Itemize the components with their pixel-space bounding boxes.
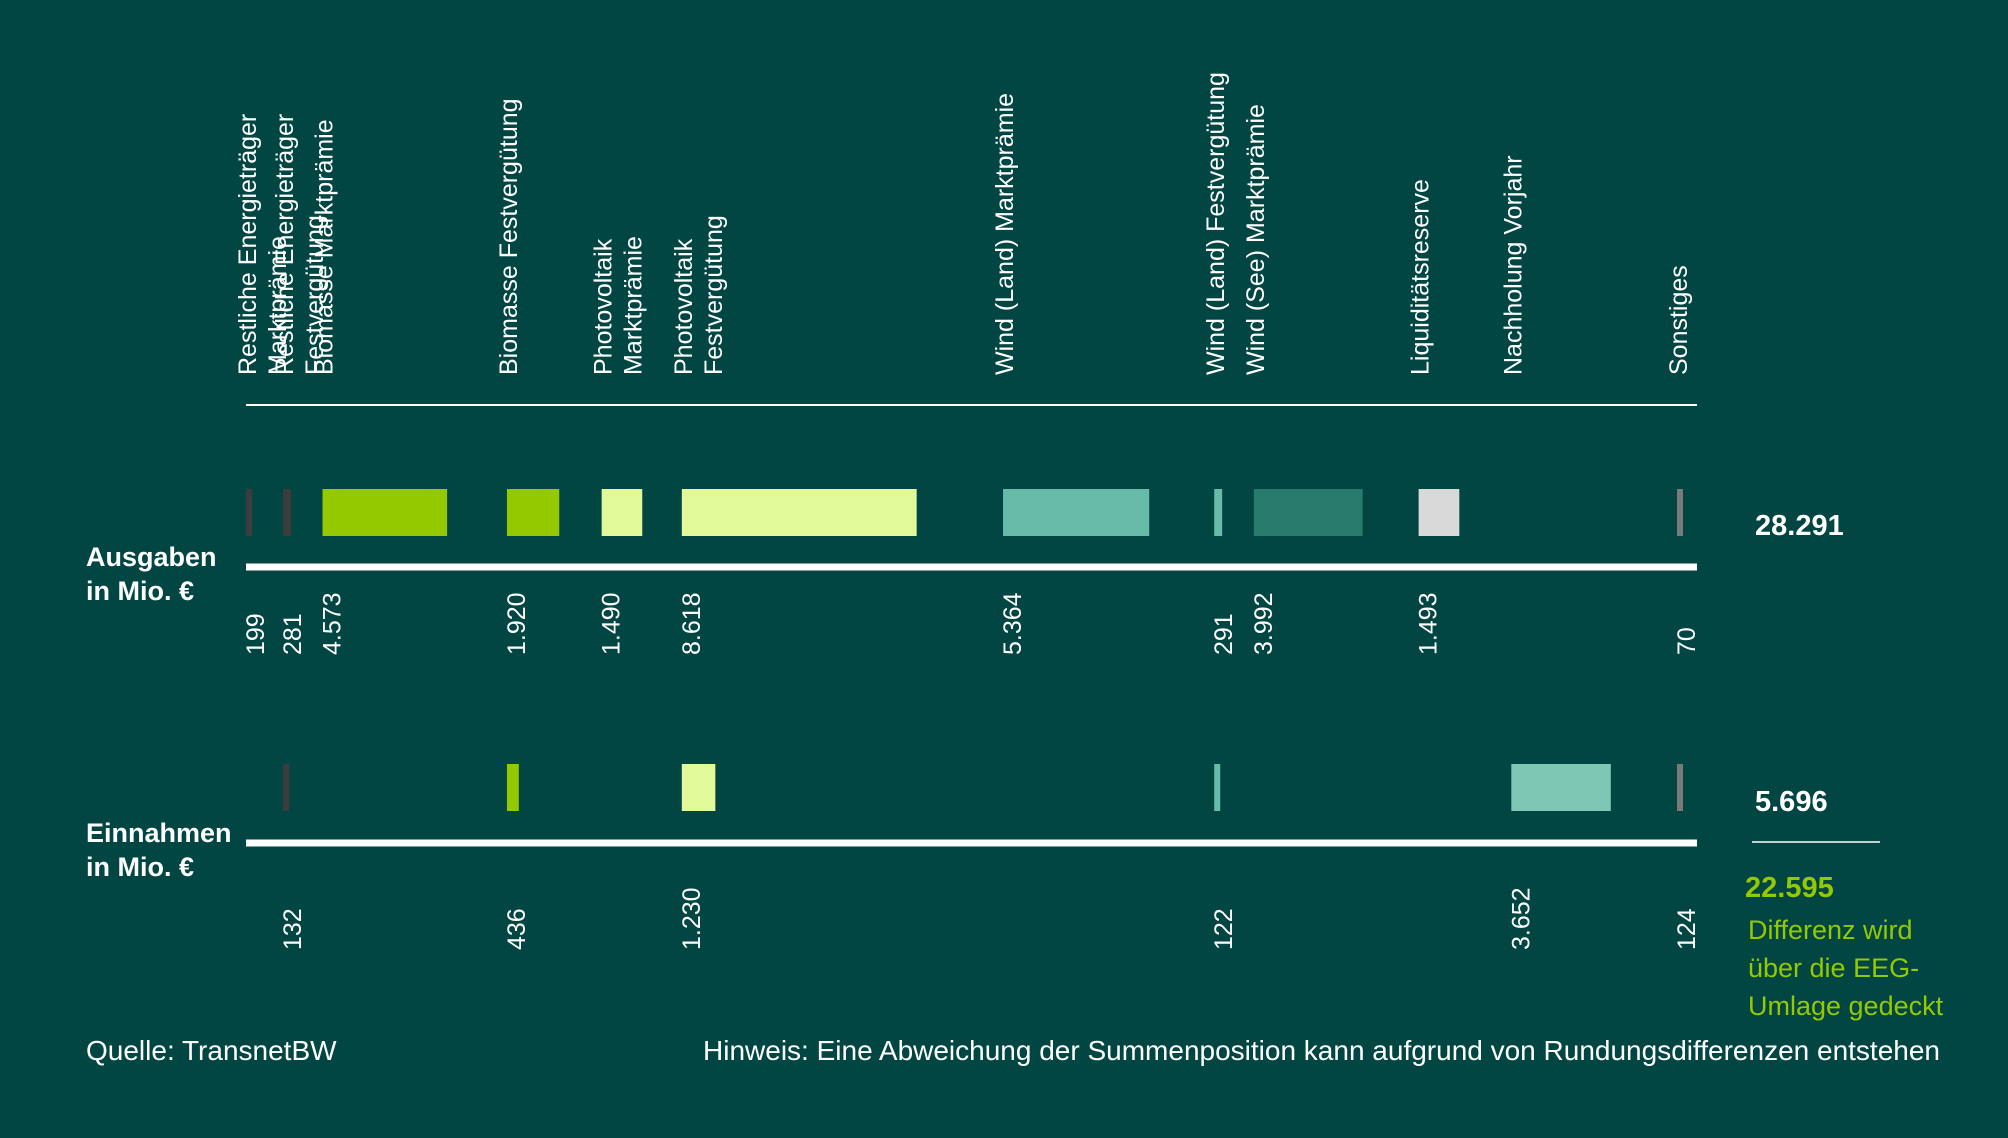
bar — [246, 489, 252, 536]
bar — [283, 764, 290, 811]
bar — [681, 764, 716, 811]
category-label: Biomasse Marktprämie — [311, 119, 339, 375]
value-label: 8.618 — [678, 592, 706, 655]
value-label: 3.992 — [1250, 592, 1278, 655]
difference-value: 22.595 — [1745, 872, 1834, 904]
bar — [1511, 764, 1611, 811]
rounding-note: Hinweis: Eine Abweichung der Summenposit… — [703, 1035, 1940, 1066]
value-label: 1.493 — [1415, 592, 1443, 655]
source-note: Quelle: TransnetBW — [86, 1035, 337, 1066]
bar — [681, 489, 917, 536]
bar — [1003, 489, 1150, 536]
category-label: Biomasse Festvergütung — [495, 98, 523, 375]
series-name: Ausgaben in Mio. € — [86, 542, 217, 606]
value-label: 70 — [1673, 627, 1701, 655]
bar — [601, 489, 643, 536]
category-label: PhotovoltaikMarktprämie — [590, 236, 648, 375]
series-total: 28.291 — [1755, 510, 1844, 542]
bar — [1418, 489, 1460, 536]
bar — [506, 764, 519, 811]
value-label: 436 — [503, 908, 531, 950]
bar — [322, 489, 448, 536]
value-label: 124 — [1673, 908, 1701, 950]
series-name: Einnahmen in Mio. € — [86, 818, 232, 882]
value-label: 1.230 — [678, 887, 706, 950]
bar — [1253, 489, 1363, 536]
category-label: Nachholung Vorjahr — [1499, 155, 1527, 375]
category-label: Wind (See) Marktprämie — [1242, 104, 1270, 375]
value-label: 4.573 — [319, 592, 347, 655]
category-label: Wind (Land) Marktprämie — [991, 93, 1019, 375]
value-label: 1.490 — [598, 592, 626, 655]
category-label: Restliche EnergieträgerFestvergütung — [271, 114, 329, 375]
category-label: Restliche EnergieträgerMarktprämie — [234, 114, 292, 375]
value-label: 199 — [242, 613, 270, 655]
category-labels: Restliche EnergieträgerMarktprämieRestli… — [234, 72, 1693, 375]
category-label: PhotovoltaikFestvergütung — [670, 215, 728, 375]
category-label: Liquiditätsreserve — [1407, 179, 1435, 375]
value-label: 3.652 — [1507, 887, 1535, 950]
category-label: Wind (Land) Festvergütung — [1202, 72, 1230, 375]
difference-text: Differenz wird über die EEG-Umlage gedeck… — [1748, 915, 1944, 1021]
value-label: 132 — [279, 908, 307, 950]
bar — [1677, 489, 1683, 536]
value-label: 1.920 — [503, 592, 531, 655]
series-einnahmen: 132 436 1.230 122 3.652 124 Einnahmen in Mio. €… — [86, 764, 1828, 950]
bar — [283, 489, 291, 536]
value-label: 5.364 — [999, 592, 1027, 655]
series-ausgaben: 199 281 4.573 1.920 1.490 8.618 5.364 291 3.992 1… — [86, 489, 1844, 655]
bar — [1214, 489, 1223, 536]
bar — [1214, 764, 1221, 811]
value-label: 281 — [279, 613, 307, 655]
value-label: 291 — [1210, 613, 1238, 655]
bar — [506, 489, 560, 536]
bar — [1677, 764, 1683, 811]
category-label: Sonstiges — [1665, 265, 1693, 375]
value-label: 122 — [1210, 908, 1238, 950]
series-total: 5.696 — [1755, 786, 1828, 818]
